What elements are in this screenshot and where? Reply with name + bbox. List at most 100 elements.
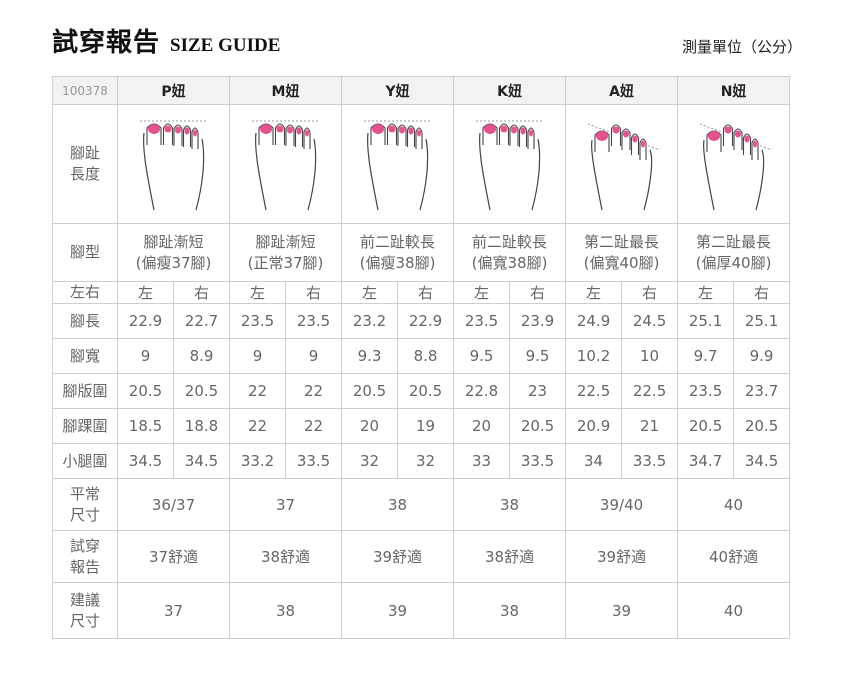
- toenail-icon: [510, 126, 517, 134]
- usual-size-cell: 37: [229, 478, 343, 531]
- calf-left-cell: 33.2: [229, 443, 287, 479]
- try-size-cell: 37舒適: [116, 530, 231, 583]
- toenail-icon: [296, 127, 302, 135]
- foot-type-line-1: 腳趾漸短: [143, 232, 204, 251]
- toenail-icon: [707, 131, 720, 141]
- ankle-right-cell: 20.5: [509, 408, 567, 444]
- toenail-icon: [595, 131, 608, 141]
- girth-left-cell: 22: [229, 373, 287, 409]
- foot-illustration: [587, 123, 660, 211]
- rec-size-cell: 38: [229, 582, 343, 639]
- toenail-icon: [408, 127, 414, 135]
- foot-image-cell: [453, 104, 567, 224]
- toenail-icon: [259, 124, 272, 134]
- foot-type-cell: 第二趾最長 (偏寬40腳): [565, 223, 679, 282]
- calf-left-cell: 32: [341, 443, 399, 479]
- calf-right-cell: 34.5: [172, 443, 231, 479]
- try-size-cell: 40舒適: [677, 530, 791, 583]
- left-label: 左: [565, 281, 623, 304]
- toenail-icon: [520, 127, 526, 135]
- toenail-icon: [398, 126, 405, 134]
- foot-type-line-1: 第二趾最長: [584, 232, 660, 251]
- width-left-cell: 9: [229, 338, 287, 374]
- calf-right-cell: 33.5: [509, 443, 567, 479]
- toenail-icon: [192, 129, 197, 137]
- length-left-cell: 23.5: [453, 303, 511, 339]
- calf-right-cell: 33.5: [285, 443, 343, 479]
- width-left-cell: 9.7: [677, 338, 735, 374]
- row-label-foot-type: 腳型: [52, 223, 118, 282]
- width-left-cell: 9: [117, 338, 174, 374]
- rec-size-cell: 39: [565, 582, 679, 639]
- girth-left-cell: 20.5: [341, 373, 399, 409]
- foot-type-line-2: (偏厚40腳): [695, 253, 772, 272]
- model-name: N妞: [677, 76, 791, 105]
- width-left-cell: 9.5: [453, 338, 511, 374]
- toenail-icon: [276, 125, 284, 133]
- girth-left-cell: 22.8: [453, 373, 511, 409]
- rec-size-cell: 39: [341, 582, 455, 639]
- model-name: K妞: [453, 76, 567, 105]
- toenail-icon: [640, 140, 645, 148]
- toenail-icon: [147, 124, 160, 134]
- left-label: 左: [341, 281, 399, 304]
- usual-size-cell: 38: [453, 478, 567, 531]
- rec-size-cell: 37: [116, 582, 231, 639]
- foot-type-cell: 腳趾漸短 (偏瘦37腳): [116, 223, 231, 282]
- foot-type-cell: 腳趾漸短 (正常37腳): [229, 223, 343, 282]
- foot-illustration: [139, 120, 208, 211]
- toenail-icon: [164, 125, 171, 133]
- calf-right-cell: 32: [397, 443, 455, 479]
- toenail-icon: [388, 125, 396, 133]
- right-label: 右: [509, 281, 567, 304]
- ankle-right-cell: 22: [285, 408, 343, 444]
- foot-type-line-2: (偏瘦37腳): [135, 253, 212, 272]
- toenail-icon: [632, 135, 638, 143]
- right-label: 右: [172, 281, 231, 304]
- girth-left-cell: 20.5: [117, 373, 174, 409]
- length-right-cell: 25.1: [733, 303, 791, 339]
- foot-type-cell: 前二趾較長 (偏寬38腳): [453, 223, 567, 282]
- toenail-icon: [304, 129, 309, 137]
- model-name: A妞: [565, 76, 679, 105]
- foot-image-cell: [341, 104, 455, 224]
- ankle-left-cell: 18.5: [117, 408, 174, 444]
- label-line-2: 長度: [69, 165, 100, 183]
- foot-illustration: [363, 120, 432, 211]
- row-label-toe-length: 腳趾 長度: [52, 104, 118, 224]
- ankle-left-cell: 22: [229, 408, 287, 444]
- right-label: 右: [621, 281, 679, 304]
- left-label: 左: [229, 281, 287, 304]
- toenail-icon: [416, 129, 421, 137]
- length-left-cell: 24.9: [565, 303, 623, 339]
- row-label-usual: 平常 尺寸: [52, 478, 118, 531]
- ankle-left-cell: 20: [341, 408, 399, 444]
- foot-illustration: [251, 120, 320, 211]
- usual-size-cell: 38: [341, 478, 455, 531]
- length-left-cell: 23.2: [341, 303, 399, 339]
- calf-left-cell: 34.7: [677, 443, 735, 479]
- right-label: 右: [733, 281, 791, 304]
- length-right-cell: 22.9: [397, 303, 455, 339]
- foot-illustration: [475, 120, 544, 211]
- foot-illustration: [699, 123, 772, 211]
- toenail-icon: [724, 126, 732, 134]
- size-guide-table: 100378 P妞 M妞 Y妞 K妞 A妞 N妞 腳趾 長度 腳型 腳趾漸短 (偏瘦37腳) 腳趾漸短 (…: [52, 76, 791, 639]
- ankle-right-cell: 21: [621, 408, 679, 444]
- row-label-width: 腳寬: [52, 338, 118, 374]
- label-line-2: 尺寸: [69, 611, 100, 630]
- foot-type-line-1: 第二趾最長: [696, 232, 772, 251]
- ankle-right-cell: 18.8: [172, 408, 231, 444]
- girth-left-cell: 22.5: [565, 373, 623, 409]
- toenail-icon: [752, 140, 757, 148]
- model-name: Y妞: [341, 76, 455, 105]
- calf-right-cell: 33.5: [621, 443, 679, 479]
- row-label-left-right: 左右: [52, 281, 118, 304]
- width-right-cell: 8.9: [172, 338, 231, 374]
- girth-right-cell: 23.7: [733, 373, 791, 409]
- foot-type-line-1: 前二趾較長: [360, 232, 436, 251]
- width-left-cell: 9.3: [341, 338, 399, 374]
- length-left-cell: 23.5: [229, 303, 287, 339]
- length-right-cell: 23.9: [509, 303, 567, 339]
- foot-image-cell: [565, 104, 679, 224]
